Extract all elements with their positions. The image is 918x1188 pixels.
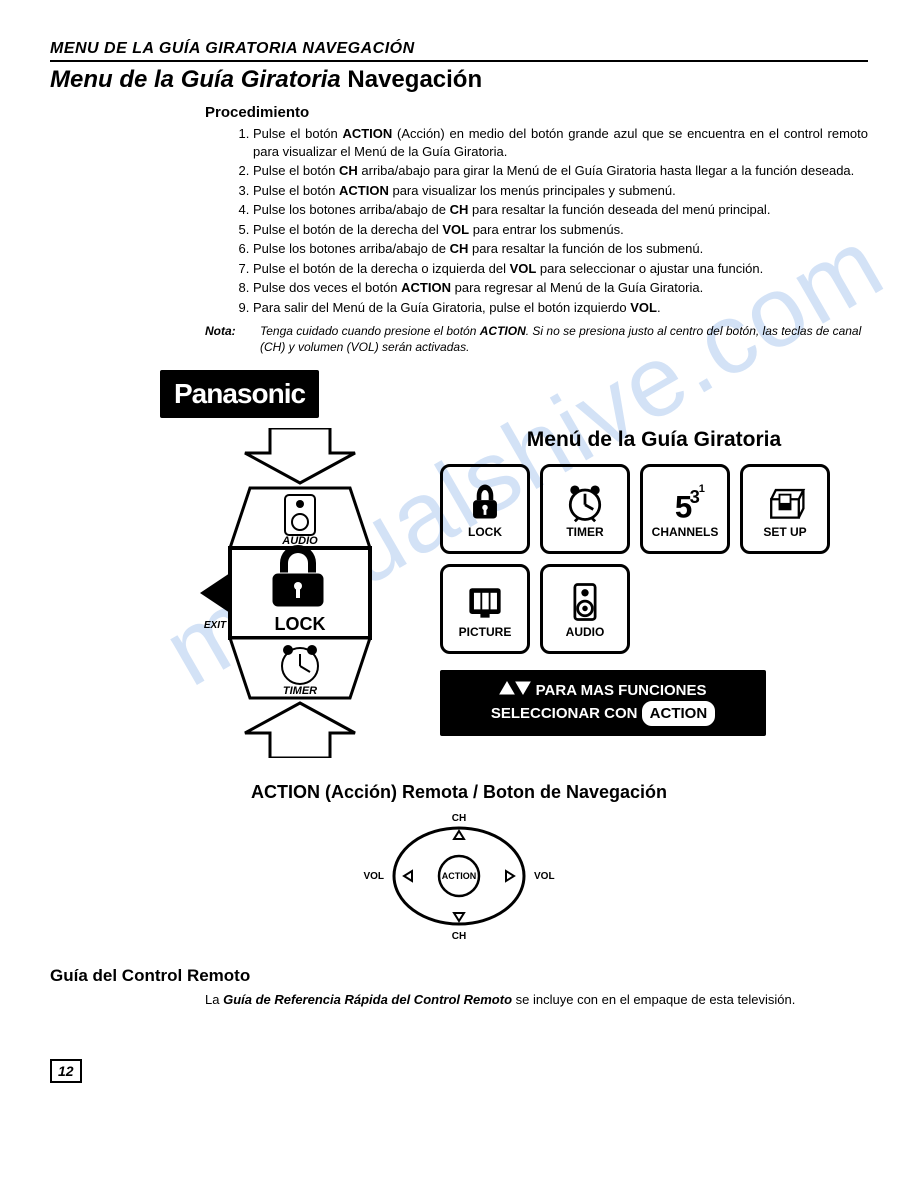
svg-text:LOCK: LOCK (275, 614, 326, 634)
menu-item-lock: LOCK (440, 464, 530, 554)
menu-grid-title: Menú de la Guía Giratoria (440, 428, 868, 452)
menu-item-label: LOCK (468, 525, 502, 539)
brand-logo: Panasonic (160, 370, 319, 418)
audio-icon (562, 579, 608, 625)
svg-text:CH: CH (452, 813, 466, 824)
svg-text:TIMER: TIMER (283, 685, 317, 697)
title-plain: Navegación (341, 66, 482, 93)
menu-item-label: TIMER (566, 525, 603, 539)
note: Nota: Tenga cuidado cuando presione el b… (205, 324, 868, 355)
menu-item-timer: TIMER (540, 464, 630, 554)
instruction-line2-pre: SELECCIONAR CON (491, 705, 642, 722)
menu-item-label: PICTURE (459, 625, 512, 639)
menu-item-label: CHANNELS (652, 525, 719, 539)
svg-text:VOL: VOL (534, 871, 555, 882)
channels-icon: 5 3 1 (662, 479, 708, 525)
nav-button-diagram: CH CH VOL VOL ACTION (50, 811, 868, 946)
note-text: Tenga cuidado cuando presione el botón A… (260, 324, 868, 355)
text-bold: Guía de Referencia Rápida del Control Re… (223, 992, 512, 1007)
action-chip: ACTION (642, 701, 716, 726)
menu-item-picture: PICTURE (440, 564, 530, 654)
nav-heading: ACTION (Acción) Remota / Boton de Navega… (50, 782, 868, 803)
svg-text:1: 1 (699, 483, 705, 495)
lock-icon (462, 479, 508, 525)
svg-text:EXIT: EXIT (204, 620, 227, 631)
svg-text:ACTION: ACTION (442, 871, 477, 881)
text-post: se incluye con en el empaque de esta tel… (512, 992, 795, 1007)
running-head: MENU DE LA GUÍA GIRATORIA NAVEGACIÓN (50, 40, 868, 62)
remote-guide-text: La Guía de Referencia Rápida del Control… (205, 992, 868, 1009)
page-title: Menu de la Guía Giratoria Navegación (50, 66, 868, 94)
title-italic: Menu de la Guía Giratoria (50, 66, 341, 93)
step: Pulse los botones arriba/abajo de CH par… (253, 240, 868, 258)
instruction-bar: PARA MAS FUNCIONES SELECCIONAR CON ACTIO… (440, 670, 766, 737)
triangle-up-icon (499, 680, 515, 701)
note-label: Nota: (205, 324, 260, 355)
setup-icon (762, 479, 808, 525)
step: Pulse dos veces el botón ACTION para reg… (253, 279, 868, 297)
page-number: 12 (50, 1059, 82, 1083)
remote-guide-title: Guía del Control Remoto (50, 966, 868, 986)
procedure-steps: Pulse el botón ACTION (Acción) en medio … (225, 125, 868, 316)
menu-item-setup: SET UP (740, 464, 830, 554)
triangle-down-icon (515, 680, 531, 701)
svg-text:VOL: VOL (363, 871, 384, 882)
menu-item-audio: AUDIO (540, 564, 630, 654)
menu-item-label: SET UP (763, 525, 806, 539)
procedure-heading: Procedimiento (205, 104, 868, 121)
carousel-diagram: AUDIO LOCK EXIT TIMER (160, 428, 410, 758)
instruction-line1: PARA MAS FUNCIONES (536, 682, 707, 699)
svg-text:CH: CH (452, 931, 466, 941)
step: Pulse el botón CH arriba/abajo para gira… (253, 162, 868, 180)
step: Pulse el botón de la derecha del VOL par… (253, 221, 868, 239)
step: Para salir del Menú de la Guía Giratoria… (253, 299, 868, 317)
step: Pulse el botón de la derecha o izquierda… (253, 260, 868, 278)
step: Pulse los botones arriba/abajo de CH par… (253, 201, 868, 219)
picture-icon (462, 579, 508, 625)
step: Pulse el botón ACTION (Acción) en medio … (253, 125, 868, 160)
text-pre: La (205, 992, 223, 1007)
clock-icon (562, 479, 608, 525)
menu-icon-grid: LOCK TIMER 5 3 1 CHANN (440, 464, 868, 654)
step: Pulse el botón ACTION para visualizar lo… (253, 182, 868, 200)
menu-item-channels: 5 3 1 CHANNELS (640, 464, 730, 554)
menu-item-label: AUDIO (566, 625, 605, 639)
